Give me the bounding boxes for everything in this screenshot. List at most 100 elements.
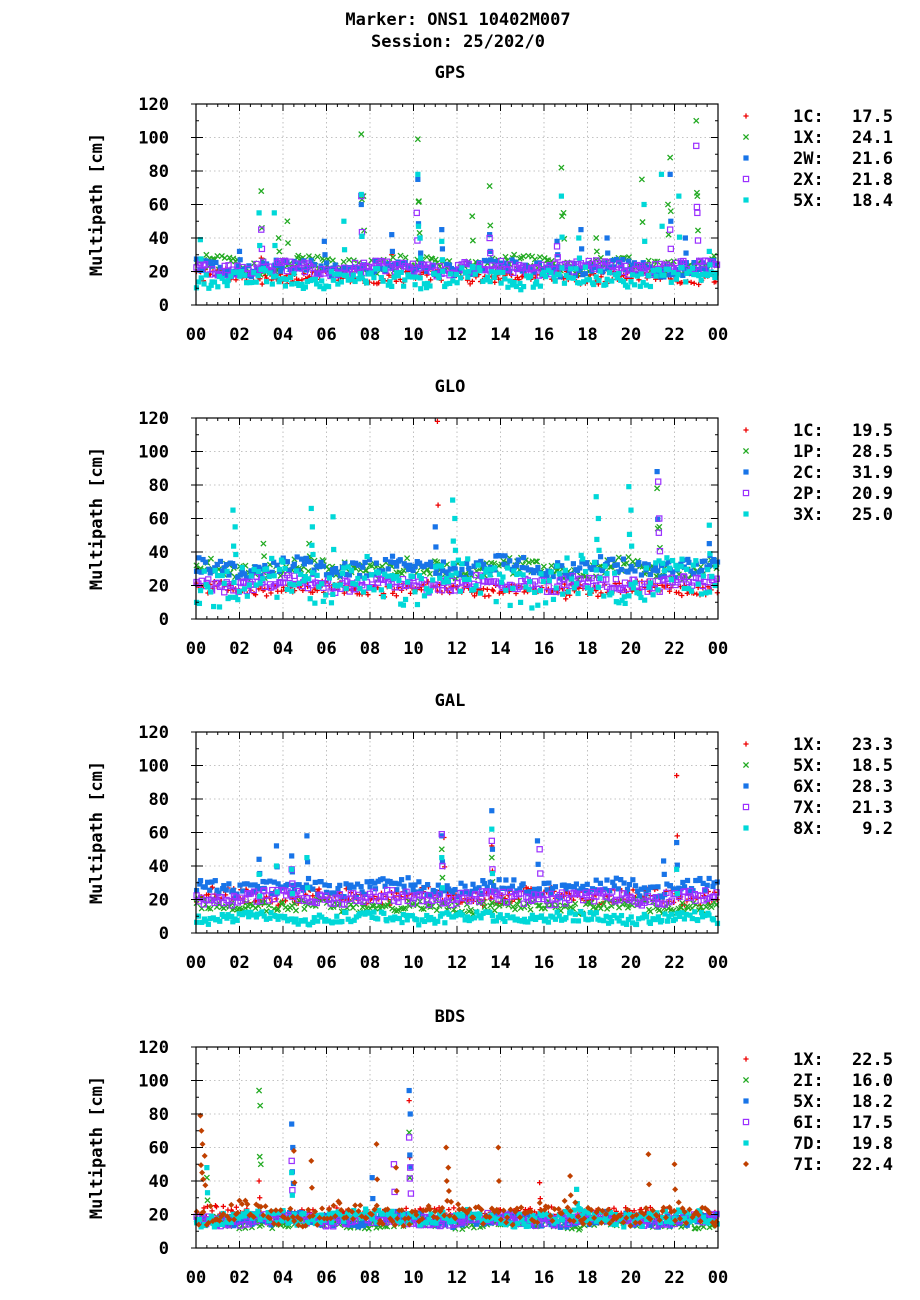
data-point	[552, 884, 559, 890]
data-point	[615, 554, 622, 561]
data-point	[570, 561, 576, 567]
data-point	[271, 210, 277, 216]
data-point	[533, 558, 541, 565]
data-point	[413, 209, 420, 217]
legend-marker	[743, 197, 749, 203]
data-point	[532, 589, 538, 596]
data-point	[359, 275, 365, 281]
data-point	[676, 193, 682, 199]
figure-title-marker: Marker: ONS1 10402M007	[345, 10, 570, 30]
data-point	[289, 866, 295, 872]
data-point	[276, 248, 283, 255]
data-point	[713, 261, 721, 268]
data-point	[253, 260, 260, 268]
data-point	[631, 282, 638, 288]
data-point	[548, 270, 554, 276]
y-tick-label: 0	[159, 296, 169, 316]
data-point	[584, 881, 590, 887]
data-point	[213, 259, 219, 266]
data-point	[284, 559, 290, 565]
data-point	[320, 598, 326, 604]
data-point	[329, 567, 336, 573]
data-point	[558, 164, 565, 171]
y-tick-label: 60	[149, 196, 169, 216]
data-point	[440, 567, 446, 573]
data-point	[450, 278, 456, 284]
data-point	[554, 563, 560, 569]
data-point	[448, 271, 454, 277]
data-point	[671, 269, 677, 276]
data-point	[544, 573, 550, 579]
data-point	[223, 887, 229, 893]
data-point	[692, 909, 698, 915]
data-point	[535, 861, 541, 867]
data-point	[599, 567, 606, 574]
gps-panel: GPS 00 02 04 06 08 10 12 14 16 18 20 22 000204060801…	[87, 63, 893, 345]
data-point	[437, 575, 443, 581]
data-point	[706, 522, 712, 528]
data-point	[368, 270, 374, 276]
data-point	[701, 578, 708, 586]
data-point	[550, 573, 556, 580]
data-point	[626, 484, 632, 490]
data-point	[670, 557, 676, 564]
data-point	[358, 201, 364, 208]
data-point	[352, 278, 358, 285]
data-point	[267, 915, 273, 921]
data-point	[304, 855, 310, 861]
data-point	[211, 279, 218, 285]
data-point	[596, 277, 602, 284]
x-tick-label: 20	[621, 325, 641, 345]
data-point	[205, 921, 211, 927]
y-tick-label: 60	[149, 510, 169, 530]
data-point	[629, 566, 635, 572]
data-point	[423, 285, 430, 291]
data-point	[485, 274, 491, 280]
data-point	[665, 918, 671, 924]
data-point	[344, 578, 351, 585]
data-point	[353, 560, 359, 566]
plot-area: 00 02 04 06 08 10 12 14 16 18 20 22 0002040608010012…	[87, 95, 728, 345]
data-point	[438, 563, 445, 569]
data-point	[632, 568, 638, 574]
data-point	[415, 171, 421, 177]
data-point	[683, 279, 689, 285]
data-point	[543, 600, 549, 606]
data-point	[580, 911, 587, 917]
data-point	[501, 561, 507, 567]
data-point	[466, 565, 472, 572]
data-point	[654, 469, 660, 475]
glo-panel: GLO 00 02 04 06 08 10 12 14 16 18 20 22 000204060801…	[87, 377, 893, 659]
legend-label: 1X:	[793, 128, 824, 148]
data-point	[316, 886, 322, 892]
data-point	[371, 909, 377, 915]
data-point	[593, 494, 599, 500]
data-point	[536, 886, 542, 892]
data-point	[334, 569, 340, 575]
data-point	[407, 1111, 413, 1117]
data-point	[681, 574, 688, 581]
data-point	[638, 572, 645, 578]
data-point	[457, 268, 463, 274]
data-point	[337, 882, 343, 888]
data-point	[312, 600, 318, 606]
legend: 1X: 23.35X: 18.56X: 28.37X: 21.38X: 9.2	[742, 735, 893, 839]
data-point	[396, 577, 402, 584]
data-point	[232, 563, 238, 569]
data-points	[193, 772, 721, 928]
data-point	[667, 208, 674, 215]
data-point	[257, 242, 263, 249]
data-point	[357, 572, 363, 579]
data-point	[328, 269, 334, 275]
data-point	[218, 252, 225, 260]
data-point	[286, 567, 292, 574]
data-point	[603, 281, 609, 288]
data-point	[452, 547, 459, 553]
data-point	[416, 879, 422, 885]
data-point	[712, 274, 718, 281]
data-point	[586, 277, 593, 283]
figure-title-session: Session: 25/202/0	[371, 32, 545, 52]
data-point	[560, 591, 566, 597]
data-point	[625, 554, 632, 561]
data-point	[312, 276, 319, 282]
